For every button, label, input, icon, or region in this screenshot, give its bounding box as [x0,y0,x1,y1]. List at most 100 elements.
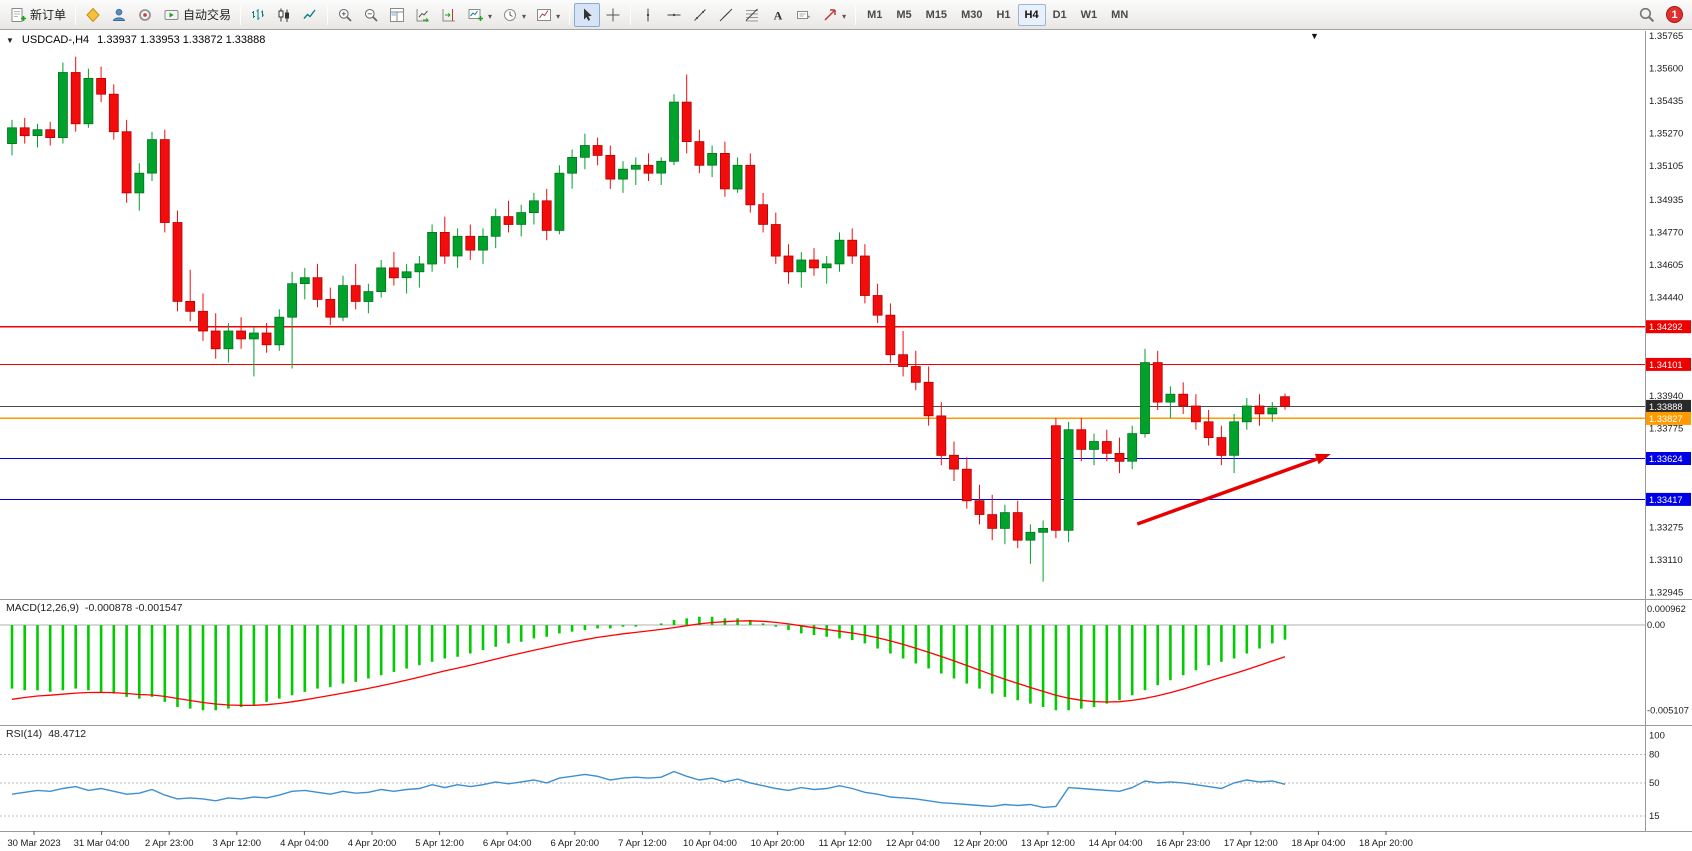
svg-text:1.34770: 1.34770 [1649,227,1683,238]
candlestick-chart-button[interactable] [271,3,297,27]
svg-text:31 Mar 04:00: 31 Mar 04:00 [74,838,130,849]
fibonacci-tool[interactable] [739,3,765,27]
search-button[interactable] [1633,3,1660,27]
chart-menu-icon[interactable] [6,34,14,46]
new-chart-dropdown[interactable] [462,3,497,27]
svg-text:14 Apr 04:00: 14 Apr 04:00 [1089,838,1143,849]
tile-windows-button[interactable] [384,3,410,27]
time-axis[interactable]: 30 Mar 2023 31 Mar 04:00 2 Apr 23:00 3 Apr … [7,831,1413,849]
horizontal-line-icon [667,13,681,16]
chart-shift-marker-icon[interactable] [1310,31,1319,41]
profile-icon [112,8,126,21]
profile-button[interactable] [106,3,132,27]
timeframe-h4[interactable]: H4 [1017,3,1046,26]
price-badge-1.34292 [1646,320,1691,334]
svg-text:1.34440: 1.34440 [1649,293,1683,304]
svg-text:1.34292: 1.34292 [1649,322,1683,332]
price-badge-1.33888 [1646,399,1691,413]
chart-shift-button[interactable] [436,3,462,27]
zoom-in-button[interactable] [332,3,358,27]
periods-dropdown[interactable] [497,3,531,27]
bar-chart-button[interactable] [245,3,271,27]
notification-badge[interactable]: 1 [1666,6,1683,23]
new-order-icon [11,7,26,22]
svg-text:80: 80 [1649,750,1660,761]
svg-text:100: 100 [1649,731,1665,742]
zoom-out-button[interactable] [358,3,384,27]
svg-text:10 Apr 04:00: 10 Apr 04:00 [683,838,737,849]
timeframe-w1[interactable]: W1 [1080,8,1098,21]
arrows-dropdown[interactable] [817,3,851,27]
svg-text:4 Apr 20:00: 4 Apr 20:00 [348,838,397,849]
macd-axis[interactable]: 0.000962 0.00 -0.005107 [1647,604,1689,715]
svg-text:1.35435: 1.35435 [1649,96,1683,107]
svg-text:1.33940: 1.33940 [1649,391,1683,402]
svg-text:1.33417: 1.33417 [1649,495,1683,505]
vertical-line-icon [646,8,650,21]
separator [240,4,242,25]
support-button[interactable] [132,3,158,27]
autotrade-button[interactable]: 自动交易 [158,3,236,27]
svg-text:12 Apr 04:00: 12 Apr 04:00 [886,838,940,849]
crosshair-icon [606,8,620,21]
horizontal-line-tool[interactable] [661,3,687,27]
auto-scroll-icon [416,8,430,22]
svg-text:5 Apr 12:00: 5 Apr 12:00 [415,838,464,849]
channel-tool[interactable] [713,3,739,27]
price-badge-1.33417 [1646,492,1691,506]
price-badge-1.33624 [1646,452,1691,465]
vertical-line-tool[interactable] [635,3,661,27]
svg-text:6 Apr 04:00: 6 Apr 04:00 [483,838,532,849]
timeframe-m30[interactable]: M30 [961,8,983,21]
svg-text:1.33275: 1.33275 [1649,522,1683,533]
text-label-tool[interactable] [791,3,817,27]
rsi-axis[interactable]: 100 80 50 15 [1649,731,1665,822]
rsi-level-lines [0,754,1645,817]
timeframe-m1[interactable]: M1 [867,8,883,21]
svg-text:1.35270: 1.35270 [1649,129,1683,140]
timeframe-h1[interactable]: H1 [996,8,1011,21]
svg-text:30 Mar 2023: 30 Mar 2023 [7,838,60,849]
cursor-button[interactable] [574,2,601,27]
new-order-button[interactable]: 新订单 [5,3,71,27]
text-tool[interactable]: A [765,3,791,27]
price-axis[interactable]: 1.35765 1.35600 1.35435 1.35270 1.35105 1.349… [1649,31,1683,599]
svg-text:17 Apr 12:00: 17 Apr 12:00 [1224,838,1278,849]
quotes-button[interactable] [80,3,106,27]
macd-indicator-label: MACD(12,26,9) -0.000878 -0.001547 [6,602,182,614]
rsi-line [11,770,1286,809]
svg-text:-0.005107: -0.005107 [1647,705,1689,715]
template-icon [537,8,552,21]
svg-text:0.000962: 0.000962 [1647,604,1686,614]
zoom-out-icon [365,8,378,22]
macd-name: MACD(12,26,9) [6,602,79,614]
symbol-period-label: USDCAD-,H4 [21,34,90,46]
line-chart-button[interactable] [297,3,323,27]
timeframe-m5[interactable]: M5 [896,8,912,21]
crosshair-button[interactable] [600,3,626,27]
auto-scroll-button[interactable] [410,3,436,27]
timeframe-mn[interactable]: MN [1111,8,1129,21]
timeframe-d1[interactable]: D1 [1052,8,1067,21]
trend-arrow[interactable] [1136,453,1331,526]
svg-text:18 Apr 20:00: 18 Apr 20:00 [1359,838,1413,849]
new-chart-icon [468,8,484,21]
timeframe-m15[interactable]: M15 [925,8,948,21]
svg-text:1.34935: 1.34935 [1649,195,1683,206]
svg-text:11 Apr 12:00: 11 Apr 12:00 [819,838,872,849]
svg-text:1.35765: 1.35765 [1649,31,1683,42]
separator [630,4,632,25]
svg-text:12 Apr 20:00: 12 Apr 20:00 [953,838,1007,849]
fibonacci-icon [745,8,759,21]
price-badges: 1.34292 1.34101 1.33888 1.33827 1.33624 1.334… [1646,320,1691,506]
svg-text:1.35600: 1.35600 [1649,64,1683,75]
chart-window[interactable]: 1.35765 1.35600 1.35435 1.35270 1.35105 1.349… [0,30,1692,851]
trendline-tool[interactable] [687,3,713,27]
svg-text:0.00: 0.00 [1647,620,1665,630]
support-icon [139,8,151,21]
svg-text:16 Apr 23:00: 16 Apr 23:00 [1156,838,1210,849]
svg-text:18 Apr 04:00: 18 Apr 04:00 [1291,838,1345,849]
arrow-object-icon [824,8,836,21]
templates-dropdown[interactable] [531,3,565,27]
